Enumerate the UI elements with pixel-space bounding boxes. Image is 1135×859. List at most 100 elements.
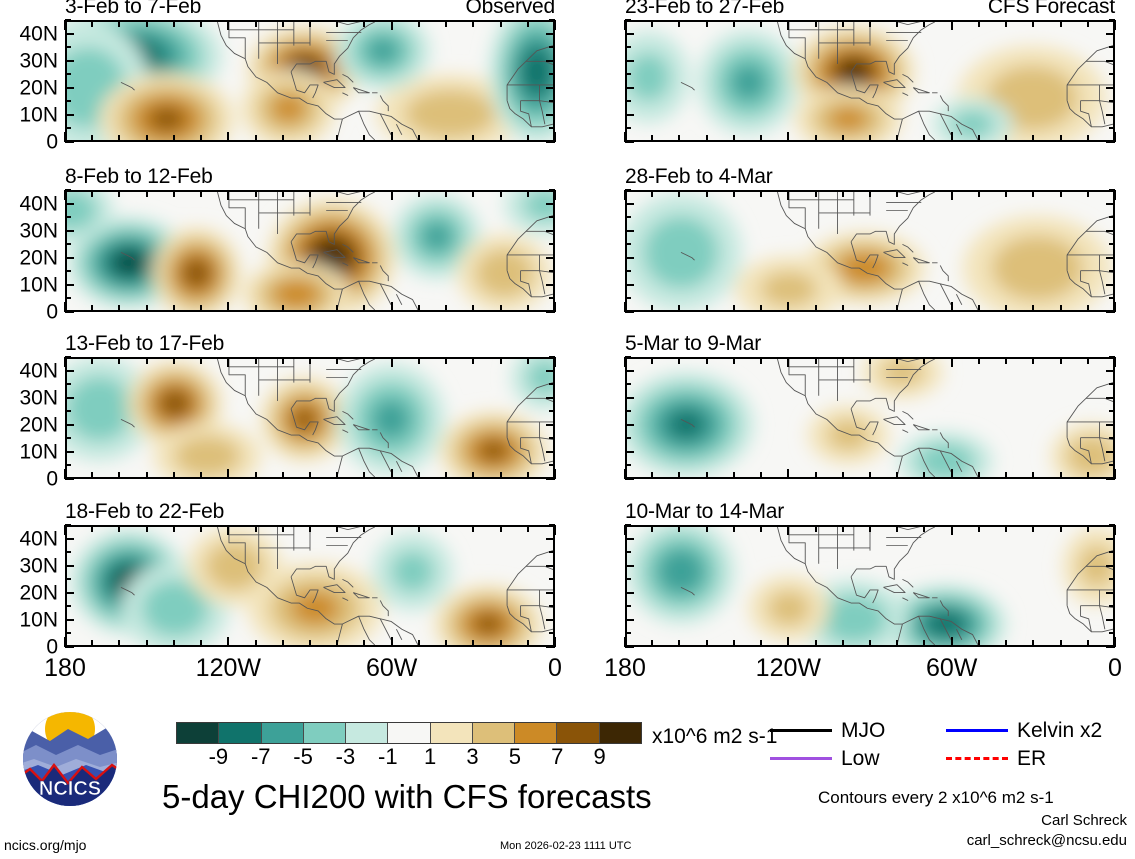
contour-field [627,359,1113,477]
panel-title: 18-Feb to 22-Feb [65,500,225,523]
axis-tick [705,305,708,312]
axis-tick [1106,311,1115,313]
y-axis-label: 40N [19,22,58,46]
axis-tick [1106,32,1115,35]
axis-tick [760,525,763,532]
axis-tick [417,357,420,364]
axis-tick [1109,189,1115,191]
axis-tick [625,283,634,286]
axis-tick [445,135,448,142]
axis-tick [526,305,529,312]
axis-tick [227,637,230,647]
axis-tick [65,437,71,440]
axis-tick [445,20,448,27]
axis-tick [200,640,203,647]
axis-tick [549,270,555,273]
axis-tick [65,243,71,246]
axis-tick [1106,86,1115,89]
axis-tick [546,229,555,232]
axis-tick [841,305,844,312]
x-axis-label: 120W [195,654,261,682]
map-panel: 8-Feb to 12-Feb 40N 30N 20N 10N 0 [19,166,556,323]
axis-tick [64,525,66,535]
axis-tick [546,283,555,286]
axis-tick [445,357,448,364]
axis-tick [1106,537,1115,540]
axis-tick [254,525,257,532]
colorbar-swatch [515,723,558,743]
colorbar-tick: -9 [208,744,229,769]
contour-field [67,22,553,140]
axis-tick [651,357,654,364]
axis-tick [896,190,899,197]
axis-tick [625,73,631,76]
colorbar-swatch [219,723,262,743]
axis-tick [977,640,980,647]
axis-tick [1086,305,1089,312]
axis-tick [625,229,634,232]
axis-tick [554,20,556,30]
author-name: Carl Schreck [1041,812,1127,829]
axis-tick [814,305,817,312]
contour-interval-note: Contours every 2 x10^6 m2 s-1 [818,788,1054,807]
axis-tick [705,472,708,479]
axis-tick [1086,640,1089,647]
y-axis-label: 20N [19,246,58,270]
axis-tick [390,302,393,312]
axis-tick [363,190,366,197]
axis-tick [1114,637,1116,647]
axis-tick [65,216,71,219]
axis-tick [1109,270,1115,273]
axis-tick [1106,283,1115,286]
axis-tick [678,20,681,27]
axis-tick [336,20,339,27]
axis-tick [624,302,626,312]
y-axis-label: 30N [19,554,58,578]
axis-tick [65,423,74,426]
axis-tick [546,113,555,116]
axis-tick [625,564,634,567]
axis-tick [65,297,71,300]
axis-tick [950,637,953,647]
axis-tick [1114,20,1116,30]
axis-tick [526,525,529,532]
axis-tick [1106,478,1115,480]
axis-tick [546,141,555,143]
axis-tick [841,525,844,532]
axis-tick [1106,113,1115,116]
x-axis-label: 120W [755,654,821,682]
axis-tick [118,305,121,312]
axis-tick [309,305,311,312]
axis-tick [363,525,366,532]
axis-tick [336,305,339,312]
axis-tick [65,632,71,635]
axis-tick [227,469,230,479]
axis-tick [705,525,708,532]
axis-tick [309,472,311,479]
axis-tick [499,640,502,647]
axis-tick [281,20,284,27]
axis-tick [227,525,230,535]
axis-tick [625,100,631,103]
axis-tick [363,640,366,647]
axis-tick [526,357,529,364]
axis-tick [390,469,393,479]
axis-tick [145,525,148,532]
axis-tick [1109,605,1115,608]
axis-tick [923,135,926,142]
axis-tick [172,472,175,479]
axis-tick [760,472,763,479]
axis-tick [200,525,203,532]
axis-tick [546,423,555,426]
map-plot-area [625,20,1115,142]
axis-tick [732,357,735,364]
axis-tick [200,20,203,27]
axis-tick [625,59,634,62]
axis-tick [1032,472,1035,479]
x-axis-label: 0 [1108,654,1122,682]
axis-tick [546,202,555,205]
colorbar-units-label: x10^6 m2 s-1 [652,725,778,748]
axis-tick [651,472,654,479]
axis-tick [923,20,926,27]
axis-tick [625,396,634,399]
